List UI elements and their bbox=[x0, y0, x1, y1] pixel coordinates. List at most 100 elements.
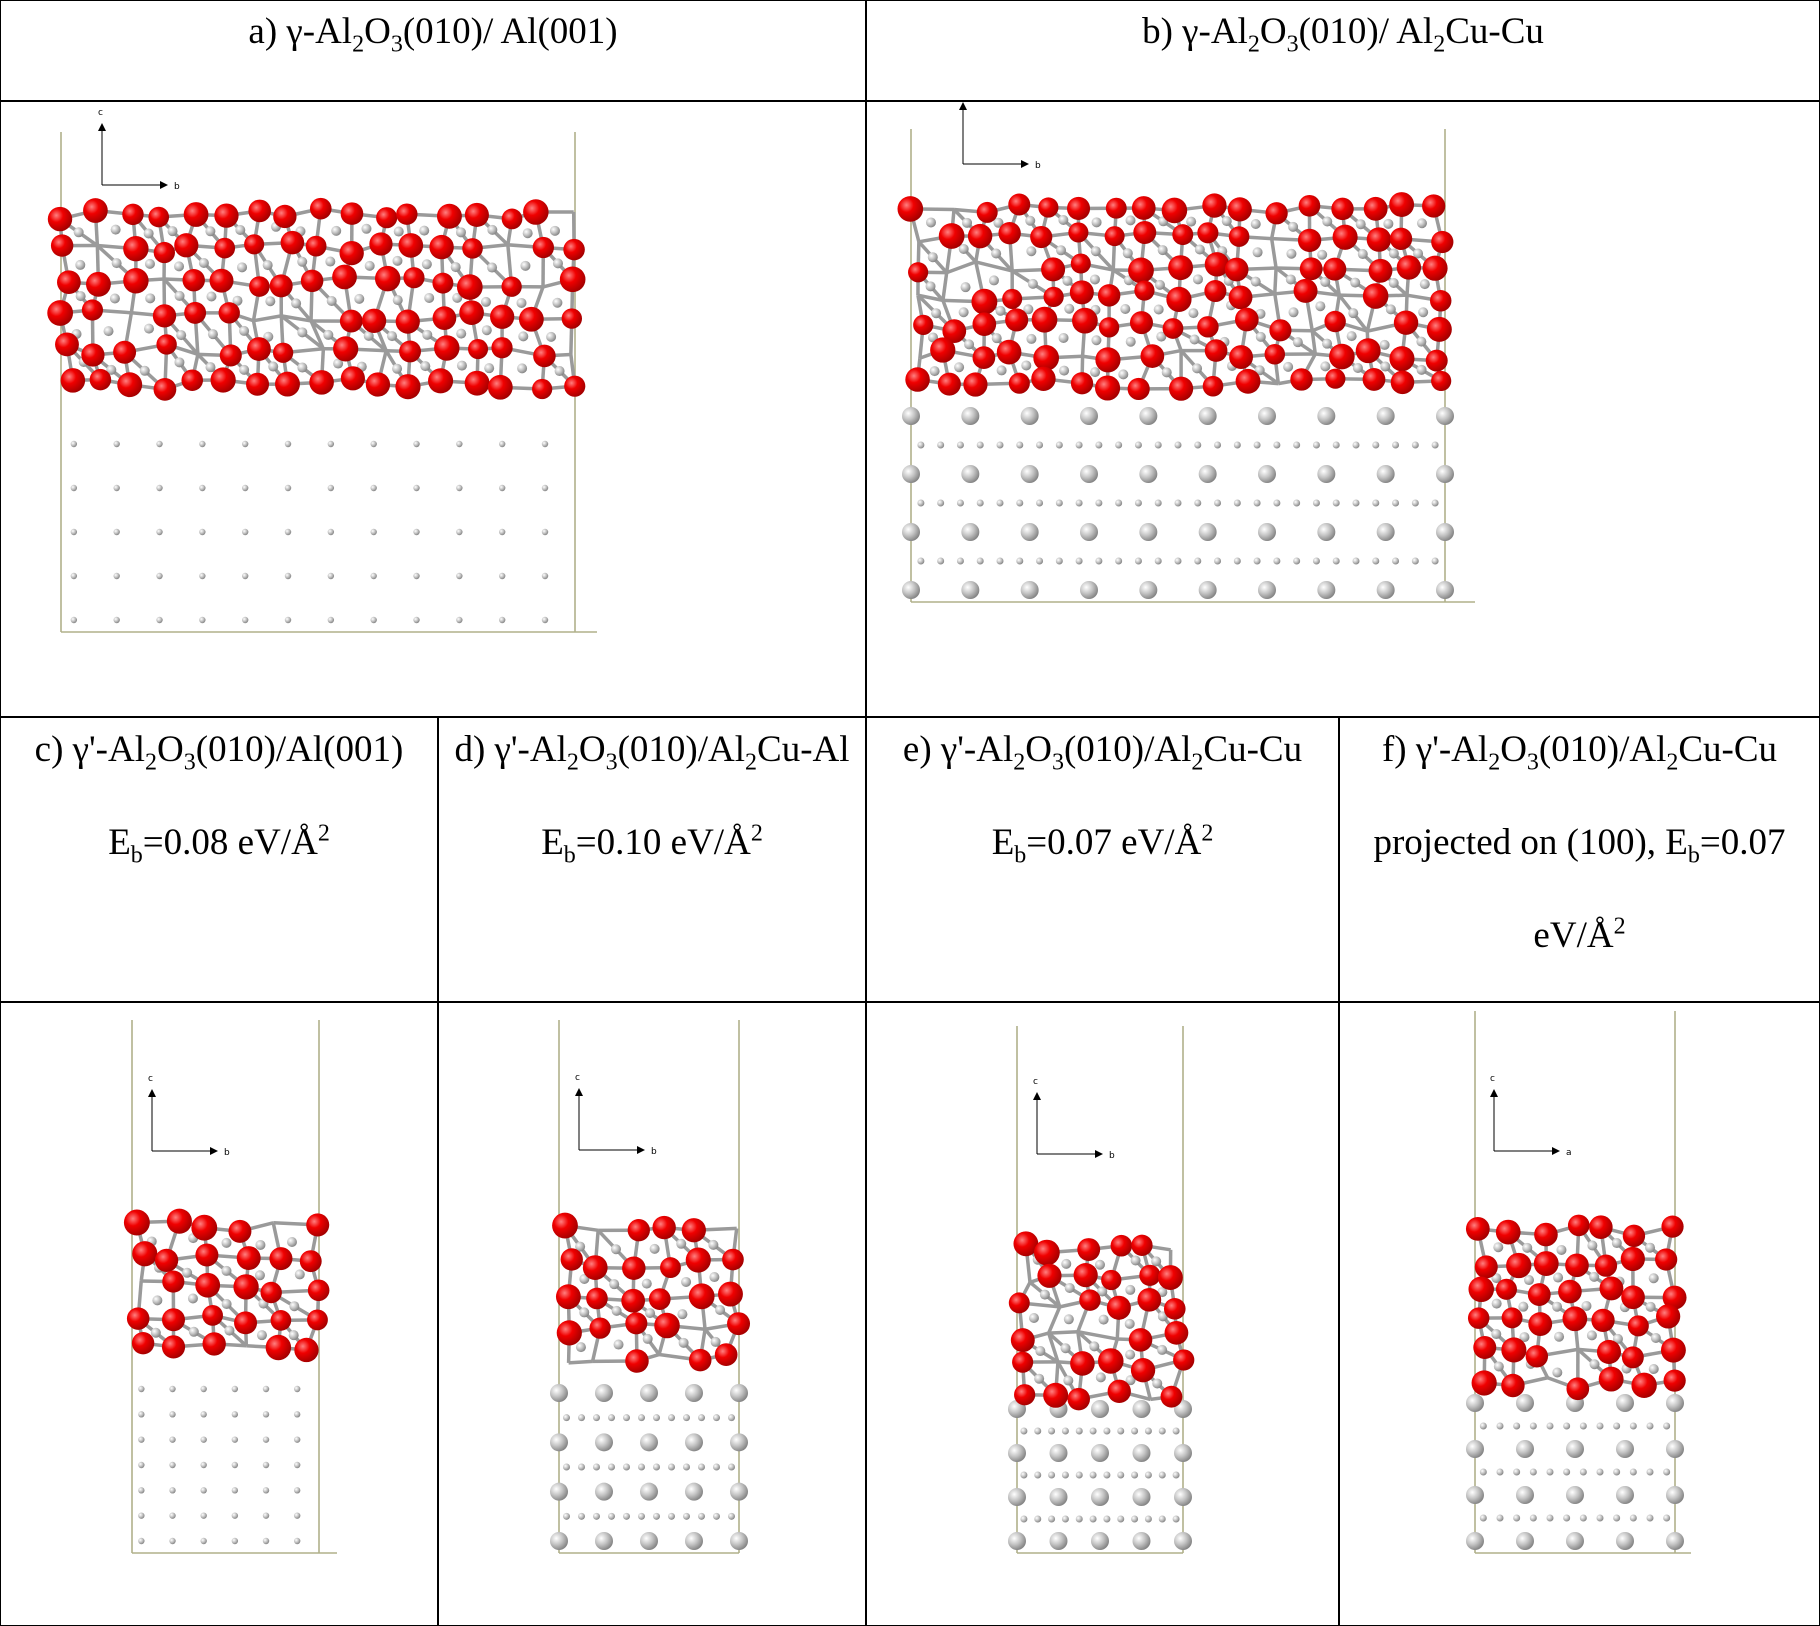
o-atom bbox=[490, 304, 515, 329]
al-atom bbox=[1221, 216, 1232, 227]
al-atom bbox=[1063, 1375, 1074, 1386]
al-atom bbox=[929, 366, 940, 377]
al-atom bbox=[956, 499, 964, 507]
al-atom bbox=[927, 252, 938, 263]
o-atom bbox=[1168, 376, 1194, 401]
al-atom bbox=[554, 366, 565, 377]
arrow bbox=[1095, 1150, 1103, 1158]
al-atom bbox=[1214, 441, 1222, 449]
o-atom bbox=[1324, 310, 1346, 333]
al-atom bbox=[1194, 441, 1202, 449]
cu-atom bbox=[1258, 407, 1276, 425]
al-atom bbox=[361, 223, 372, 234]
o-atom bbox=[154, 1248, 179, 1272]
o-atom bbox=[1160, 1385, 1183, 1408]
o-atom bbox=[307, 1279, 330, 1302]
al-atom bbox=[578, 1512, 585, 1520]
caption-text: 2 bbox=[1191, 749, 1204, 776]
al-atom bbox=[1039, 1289, 1050, 1300]
axis-label: c bbox=[148, 1074, 153, 1084]
header-cell: a) γ-Al2O3(010)/ Al(001) bbox=[0, 0, 866, 101]
al-atom bbox=[1479, 1468, 1487, 1476]
al-atom bbox=[552, 258, 563, 269]
al-atom bbox=[1034, 1515, 1042, 1523]
o-atom bbox=[1362, 368, 1386, 391]
bond bbox=[253, 314, 282, 323]
al-atom bbox=[541, 572, 549, 580]
cu-atom bbox=[1436, 581, 1454, 599]
al-atom bbox=[200, 1537, 207, 1545]
cu-atom bbox=[1376, 581, 1395, 599]
al-atom bbox=[1134, 557, 1142, 565]
al-atom bbox=[75, 291, 86, 302]
o-atom bbox=[897, 196, 924, 222]
o-atom bbox=[1129, 311, 1153, 335]
al-atom bbox=[235, 224, 246, 235]
al-atom bbox=[1518, 1301, 1529, 1312]
o-atom bbox=[1224, 257, 1249, 282]
o-atom bbox=[432, 272, 454, 294]
o-atom bbox=[1069, 280, 1094, 305]
al-atom bbox=[200, 1461, 207, 1469]
al-atom bbox=[937, 441, 945, 449]
al-atom bbox=[653, 1512, 660, 1520]
caption-text: 2 bbox=[1666, 749, 1679, 776]
al-atom bbox=[575, 1241, 586, 1252]
al-atom bbox=[1579, 1468, 1587, 1476]
caption-text: O bbox=[1025, 729, 1052, 770]
al-atom bbox=[109, 293, 120, 304]
o-atom bbox=[491, 337, 513, 359]
o-atom bbox=[532, 236, 554, 259]
al-atom bbox=[231, 1436, 239, 1443]
al-atom bbox=[1613, 1468, 1621, 1476]
cu-atom bbox=[1376, 407, 1395, 425]
o-atom bbox=[1234, 307, 1259, 332]
al-atom bbox=[421, 259, 432, 270]
axis-label: b bbox=[224, 1148, 230, 1158]
cu-atom bbox=[1258, 581, 1276, 599]
al-atom bbox=[289, 1301, 300, 1312]
al-atom bbox=[1089, 1341, 1100, 1352]
cu-atom bbox=[1049, 1532, 1068, 1550]
o-atom bbox=[589, 1317, 611, 1339]
al-atom bbox=[262, 1512, 270, 1519]
al-atom bbox=[1411, 499, 1419, 507]
al-atom bbox=[450, 262, 461, 273]
o-atom bbox=[1172, 224, 1194, 246]
o-atom bbox=[938, 223, 965, 249]
o-atom bbox=[55, 332, 79, 357]
al-atom bbox=[284, 528, 292, 536]
arrow bbox=[148, 1089, 156, 1097]
al-atom bbox=[1529, 1514, 1537, 1522]
o-atom bbox=[555, 1284, 581, 1310]
al-atom bbox=[1293, 557, 1301, 565]
caption-text: 2 bbox=[1613, 913, 1626, 940]
o-atom bbox=[228, 1219, 252, 1243]
cu-atom bbox=[685, 1384, 703, 1402]
al-atom bbox=[1629, 1514, 1637, 1522]
al-atom bbox=[698, 1512, 705, 1520]
al-atom bbox=[232, 295, 243, 306]
cu-atom bbox=[1317, 581, 1336, 599]
o-atom bbox=[1030, 225, 1053, 249]
al-atom bbox=[1120, 303, 1131, 314]
al-atom bbox=[593, 1512, 600, 1520]
al-atom bbox=[144, 258, 155, 269]
al-atom bbox=[563, 1512, 570, 1520]
o-atom bbox=[654, 1312, 680, 1339]
axis-label: b bbox=[651, 1147, 657, 1157]
al-atom bbox=[262, 1461, 270, 1469]
cu-atom bbox=[1174, 1444, 1192, 1462]
al-atom bbox=[1156, 331, 1167, 342]
o-atom bbox=[1422, 194, 1446, 218]
al-atom bbox=[1252, 247, 1263, 258]
cu-atom bbox=[685, 1532, 703, 1550]
o-atom bbox=[1095, 347, 1121, 373]
o-atom bbox=[627, 1219, 650, 1242]
o-atom bbox=[1506, 1252, 1532, 1279]
o-atom bbox=[306, 1213, 330, 1237]
al-atom bbox=[728, 1463, 735, 1471]
al-atom bbox=[1293, 499, 1301, 507]
al-atom bbox=[205, 362, 216, 373]
al-atom bbox=[169, 1537, 176, 1545]
